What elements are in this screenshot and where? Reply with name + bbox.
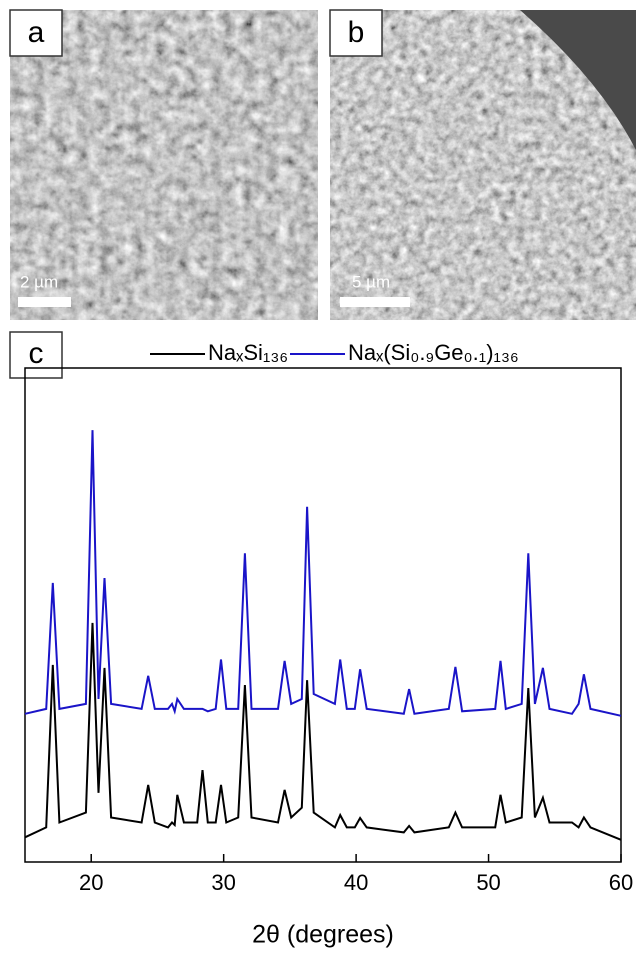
panel-label: c: [29, 337, 44, 370]
plot-frame: [24, 367, 622, 863]
series-line: [24, 622, 622, 841]
x-tick-label: 60: [609, 870, 633, 895]
sem-image-b: b 5 µm: [329, 9, 636, 320]
scale-bar-label: 5 µm: [352, 272, 390, 291]
scale-bar-label: 2 µm: [20, 272, 58, 291]
panel-label: b: [348, 16, 365, 49]
x-tick-label: 50: [476, 870, 500, 895]
x-tick-label: 40: [344, 870, 368, 895]
x-tick-label: 30: [211, 870, 235, 895]
series-line: [24, 430, 622, 717]
x-tick-label: 20: [79, 870, 103, 895]
x-axis-label: 2θ (degrees): [252, 921, 394, 949]
sem-image-a: a 2 µm: [9, 9, 318, 320]
panel-label-box: [9, 331, 63, 379]
legend-label: Naₓ(Si₀.₉Ge₀.₁)₁₃₆: [348, 340, 519, 365]
panel-label: a: [28, 16, 45, 49]
legend-label: NaₓSi₁₃₆: [208, 340, 288, 365]
